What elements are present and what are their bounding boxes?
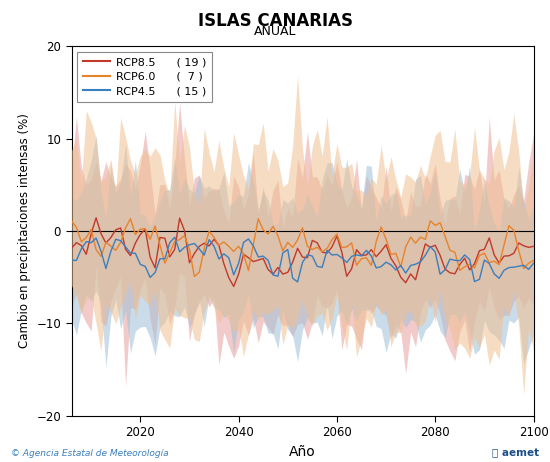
Y-axis label: Cambio en precipitaciones intensas (%): Cambio en precipitaciones intensas (%)	[18, 114, 31, 348]
Text: Ⓠ aemet: Ⓠ aemet	[492, 448, 539, 458]
Text: © Agencia Estatal de Meteorología: © Agencia Estatal de Meteorología	[11, 450, 169, 458]
X-axis label: Año: Año	[289, 445, 316, 459]
Legend: RCP8.5      ( 19 ), RCP6.0      (  7 ), RCP4.5      ( 15 ): RCP8.5 ( 19 ), RCP6.0 ( 7 ), RCP4.5 ( 15…	[77, 52, 212, 102]
Text: ISLAS CANARIAS: ISLAS CANARIAS	[197, 12, 353, 30]
Text: ANUAL: ANUAL	[254, 25, 296, 38]
